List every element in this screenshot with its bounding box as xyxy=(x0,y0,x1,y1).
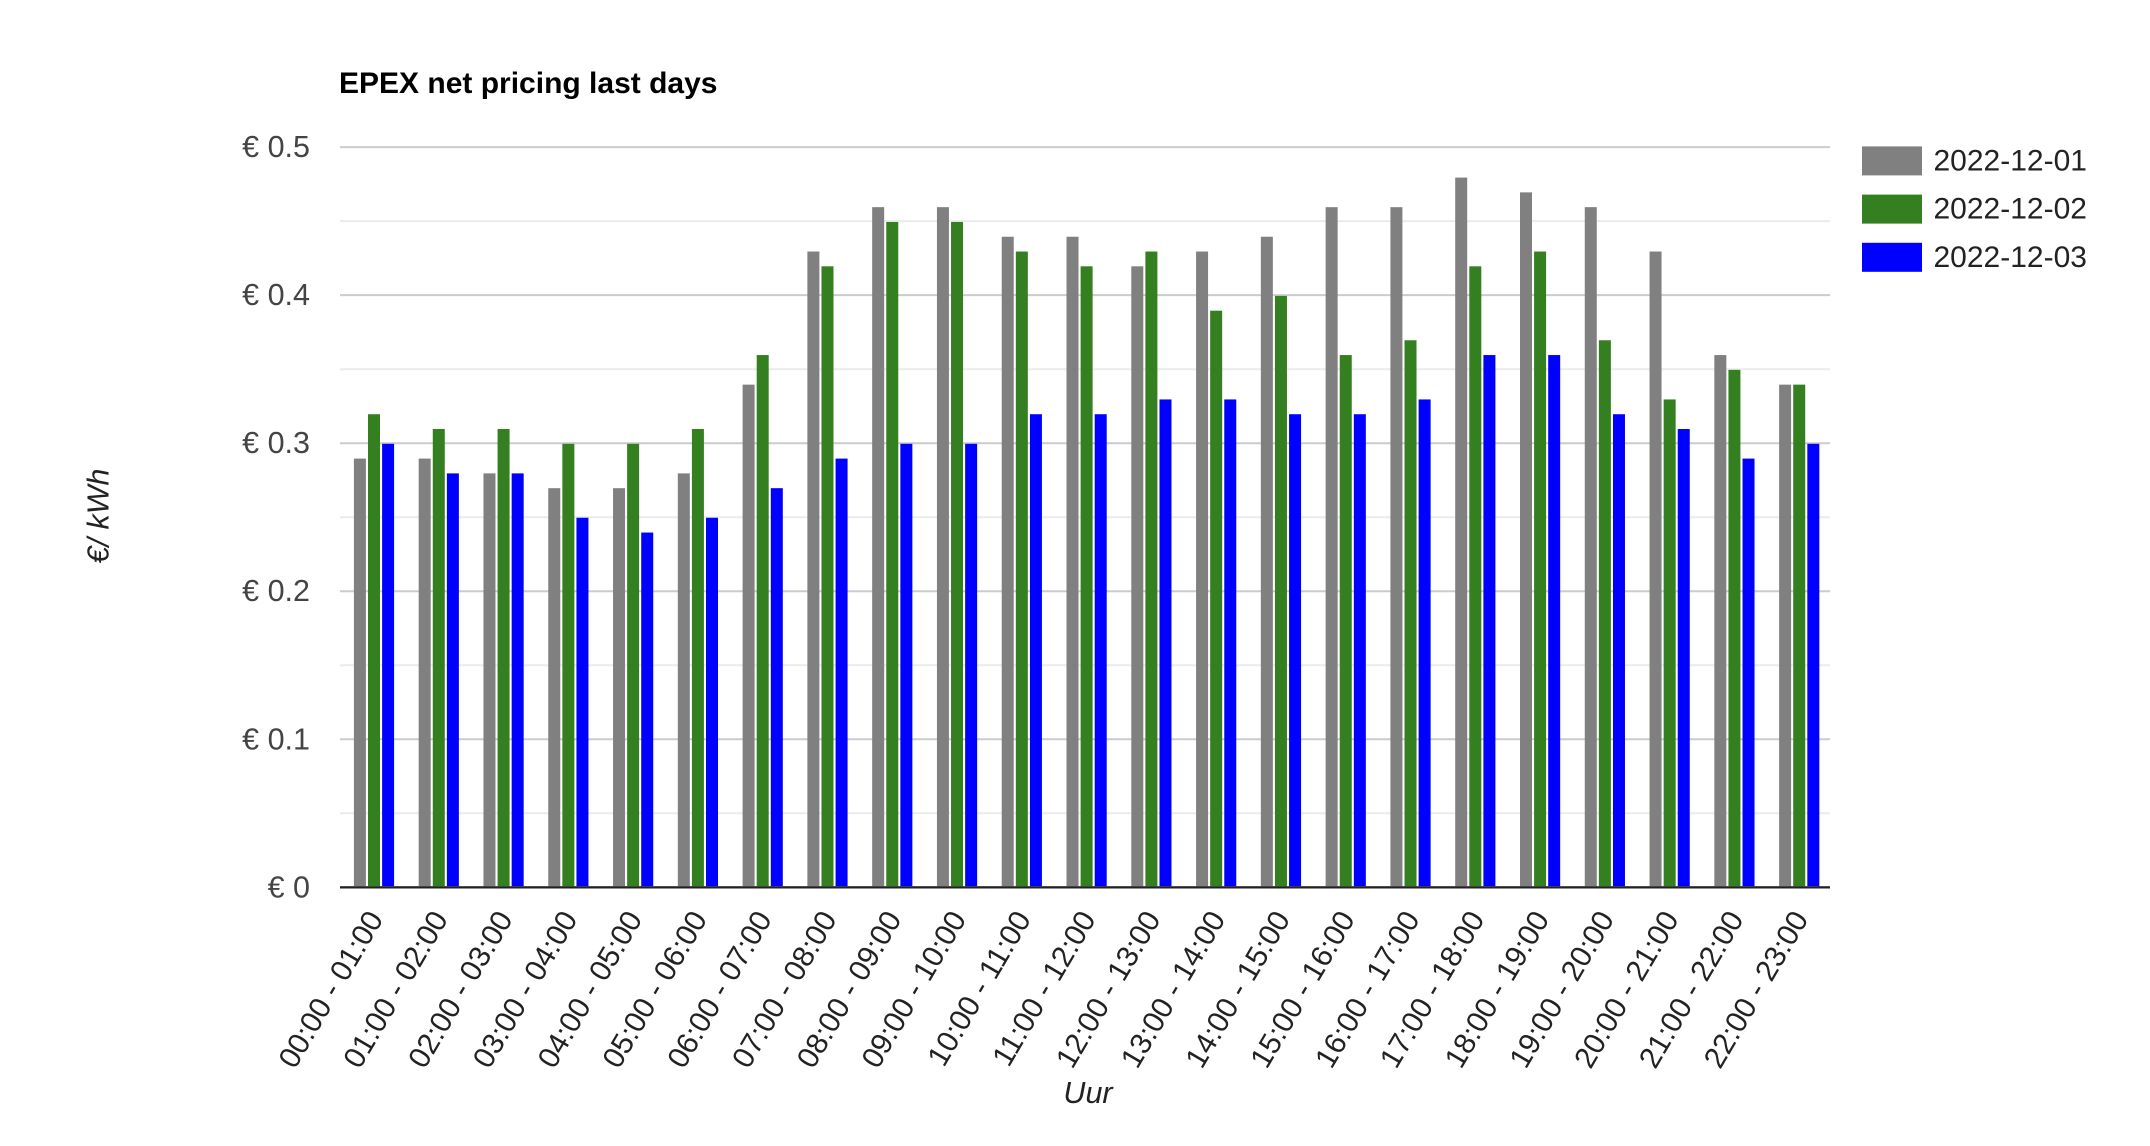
svg-text:2022-12-03: 2022-12-03 xyxy=(1934,241,2087,274)
svg-text:€ 0.1: € 0.1 xyxy=(242,722,310,756)
svg-text:€ 0.3: € 0.3 xyxy=(242,426,310,460)
svg-text:2022-12-02: 2022-12-02 xyxy=(1934,193,2087,226)
svg-text:€ 0: € 0 xyxy=(268,870,310,904)
svg-text:Uur: Uur xyxy=(1063,1076,1114,1110)
svg-text:EPEX net pricing last days: EPEX net pricing last days xyxy=(339,67,717,100)
svg-text:€ 0.2: € 0.2 xyxy=(242,574,310,608)
svg-text:€ 0.5: € 0.5 xyxy=(242,130,310,164)
svg-text:€ 0.4: € 0.4 xyxy=(242,278,310,312)
svg-text:€/ kWh: €/ kWh xyxy=(82,469,116,564)
svg-text:2022-12-01: 2022-12-01 xyxy=(1934,144,2087,177)
